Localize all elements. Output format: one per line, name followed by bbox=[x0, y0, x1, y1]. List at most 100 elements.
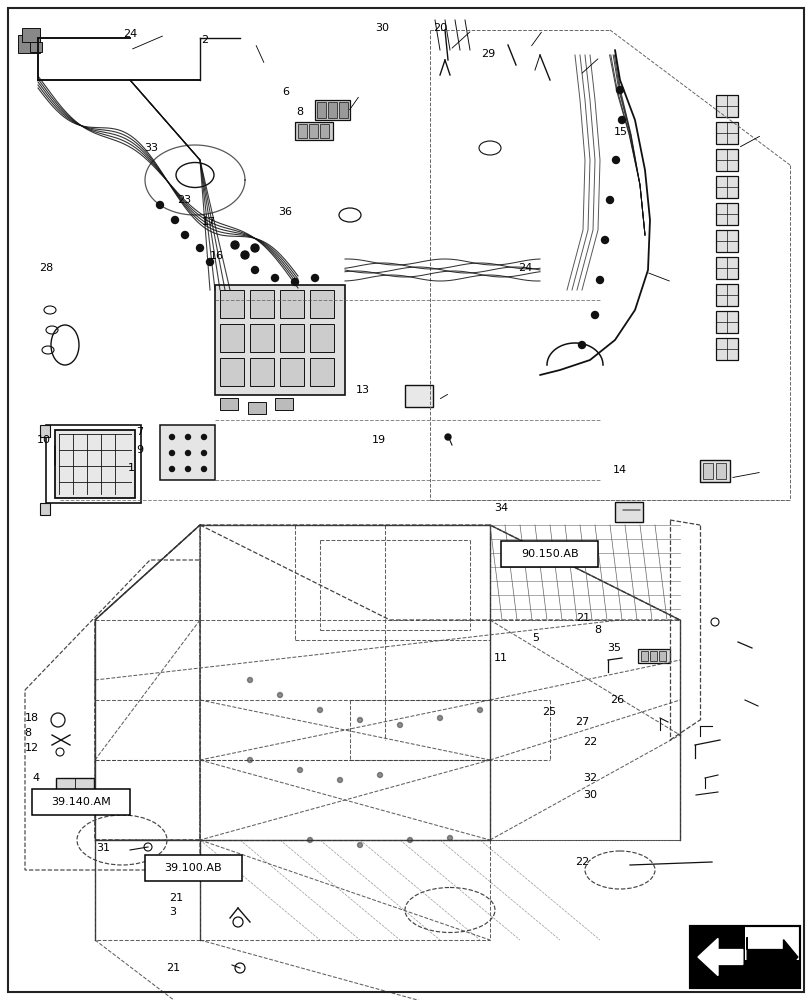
Bar bbox=[309, 124, 318, 138]
Text: 8: 8 bbox=[24, 728, 32, 738]
Circle shape bbox=[247, 758, 252, 762]
Bar bbox=[715, 149, 737, 171]
Bar bbox=[250, 358, 273, 386]
Bar bbox=[699, 460, 729, 482]
Bar bbox=[40, 425, 50, 437]
Circle shape bbox=[241, 251, 249, 259]
Polygon shape bbox=[697, 938, 742, 976]
Bar bbox=[247, 402, 266, 414]
Text: 3: 3 bbox=[169, 907, 176, 917]
Text: 27: 27 bbox=[574, 717, 589, 727]
Circle shape bbox=[311, 274, 318, 282]
Text: 6: 6 bbox=[282, 87, 290, 97]
Text: 90.150.AB: 90.150.AB bbox=[521, 549, 577, 559]
Bar bbox=[715, 203, 737, 225]
Circle shape bbox=[317, 708, 322, 712]
Text: 19: 19 bbox=[371, 435, 385, 445]
Circle shape bbox=[601, 236, 607, 243]
Bar bbox=[144, 855, 242, 881]
Bar bbox=[40, 503, 50, 515]
Bar bbox=[744, 960, 799, 988]
Circle shape bbox=[337, 777, 342, 782]
Bar bbox=[32, 789, 130, 815]
Circle shape bbox=[357, 718, 362, 722]
Circle shape bbox=[606, 196, 613, 204]
Text: 22: 22 bbox=[582, 737, 597, 747]
Text: 30: 30 bbox=[375, 23, 388, 33]
Text: 21: 21 bbox=[576, 613, 590, 623]
Bar bbox=[715, 463, 725, 479]
Text: 10: 10 bbox=[36, 435, 50, 445]
Bar bbox=[320, 124, 328, 138]
Bar bbox=[637, 649, 669, 663]
Circle shape bbox=[596, 276, 603, 284]
Circle shape bbox=[590, 312, 598, 318]
Text: 12: 12 bbox=[24, 743, 38, 753]
Text: 1: 1 bbox=[128, 463, 135, 473]
Text: 23: 23 bbox=[177, 195, 191, 205]
Bar bbox=[500, 541, 598, 567]
Bar bbox=[55, 430, 135, 498]
Text: 24: 24 bbox=[517, 263, 532, 273]
Bar bbox=[689, 926, 744, 988]
Text: 16: 16 bbox=[209, 251, 223, 261]
Circle shape bbox=[185, 434, 191, 440]
Text: 32: 32 bbox=[582, 773, 596, 783]
Circle shape bbox=[201, 450, 206, 456]
Bar bbox=[614, 502, 642, 522]
Bar bbox=[649, 651, 656, 661]
Bar bbox=[405, 385, 432, 407]
Circle shape bbox=[206, 258, 213, 265]
Circle shape bbox=[444, 434, 450, 440]
Circle shape bbox=[201, 434, 206, 440]
Text: 26: 26 bbox=[610, 695, 624, 705]
Text: 39.140.AM: 39.140.AM bbox=[51, 797, 111, 807]
Circle shape bbox=[182, 232, 188, 238]
Bar bbox=[310, 324, 333, 352]
Circle shape bbox=[616, 87, 623, 94]
Bar bbox=[280, 290, 303, 318]
Bar bbox=[250, 324, 273, 352]
Bar bbox=[338, 102, 348, 118]
Text: 39.100.AB: 39.100.AB bbox=[165, 863, 221, 873]
Circle shape bbox=[377, 772, 382, 777]
Text: 4: 4 bbox=[32, 773, 40, 783]
Circle shape bbox=[185, 450, 191, 456]
Bar bbox=[715, 257, 737, 279]
Bar bbox=[702, 463, 712, 479]
Circle shape bbox=[169, 466, 174, 472]
Bar bbox=[315, 100, 350, 120]
Text: 22: 22 bbox=[574, 857, 589, 867]
Text: 13: 13 bbox=[355, 385, 369, 395]
Circle shape bbox=[247, 678, 252, 682]
Bar bbox=[22, 28, 40, 42]
Circle shape bbox=[185, 466, 191, 472]
Bar bbox=[689, 926, 799, 988]
Bar bbox=[250, 290, 273, 318]
Text: 8: 8 bbox=[296, 107, 303, 117]
Circle shape bbox=[277, 692, 282, 698]
Circle shape bbox=[201, 466, 206, 472]
Text: 36: 36 bbox=[277, 207, 291, 217]
Circle shape bbox=[251, 266, 258, 273]
Text: 17: 17 bbox=[201, 217, 215, 227]
Bar bbox=[220, 358, 243, 386]
Circle shape bbox=[618, 117, 624, 124]
Bar bbox=[220, 398, 238, 410]
Bar bbox=[328, 102, 337, 118]
Text: 35: 35 bbox=[607, 643, 620, 653]
Circle shape bbox=[157, 202, 163, 209]
Circle shape bbox=[169, 450, 174, 456]
Bar bbox=[30, 42, 42, 52]
Bar bbox=[294, 122, 333, 140]
Bar bbox=[659, 651, 665, 661]
Text: 25: 25 bbox=[542, 707, 556, 717]
Text: 7: 7 bbox=[136, 427, 144, 437]
Circle shape bbox=[397, 722, 402, 728]
Bar bbox=[715, 176, 737, 198]
Text: 9: 9 bbox=[136, 445, 144, 455]
Circle shape bbox=[297, 767, 303, 772]
Bar bbox=[715, 338, 737, 360]
Bar bbox=[280, 358, 303, 386]
Text: 34: 34 bbox=[493, 503, 507, 513]
